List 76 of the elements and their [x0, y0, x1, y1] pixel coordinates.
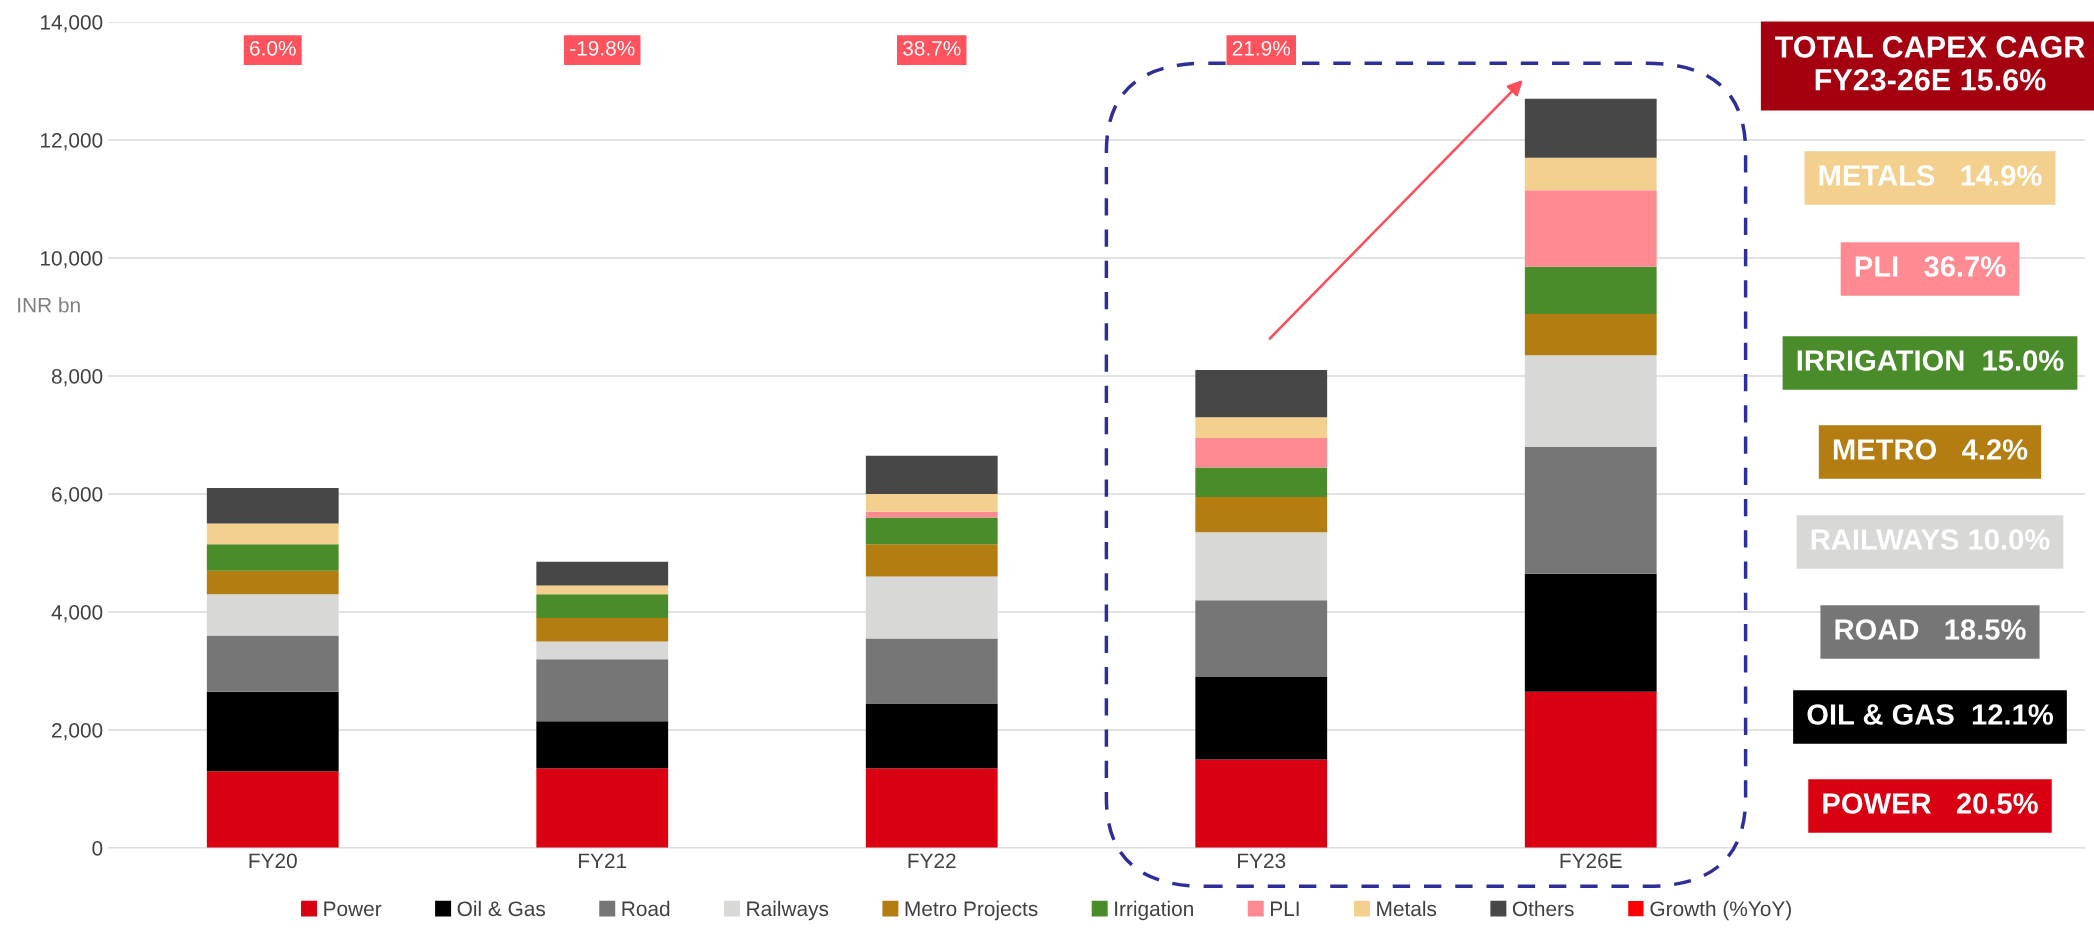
bar [1195, 676, 1328, 760]
bar [865, 455, 998, 494]
bar [1524, 691, 1657, 848]
text: 21.9% [1232, 40, 1291, 56]
text: 38.7% [903, 40, 961, 56]
text: ROAD 18.5% [1835, 619, 2026, 640]
bar [536, 561, 669, 586]
bar [865, 703, 998, 769]
bar [865, 544, 998, 577]
y-axis-title: INR bn [18, 297, 80, 313]
bar [536, 585, 669, 595]
text: PLI 36.7% [1855, 256, 2006, 277]
bar [865, 511, 998, 518]
bar [206, 635, 339, 692]
bar [206, 570, 339, 595]
bar [865, 638, 998, 704]
text: IRRIGATION 15.0% [1797, 350, 2064, 371]
text: TOTAL CAPEX CAGR FY23-26E 15.6% [1774, 36, 2085, 91]
bar [1195, 759, 1328, 848]
bar [865, 494, 998, 512]
y-tick-label: 4,000 [51, 605, 103, 623]
bar [1195, 437, 1328, 468]
legend-label: Metals [1377, 900, 1437, 917]
text: OIL & GAS 12.1% [1807, 704, 2053, 725]
bar [206, 691, 339, 772]
bar [865, 517, 998, 545]
y-tick-label: 12,000 [41, 133, 103, 151]
bar [206, 523, 339, 545]
bar [865, 768, 998, 848]
bar [1524, 446, 1657, 574]
legend-label: Power [324, 901, 382, 917]
legend-label: PLI [1270, 901, 1299, 916]
bar [536, 641, 669, 660]
x-tick-label: FY21 [579, 853, 627, 868]
bar [1195, 417, 1328, 438]
bar [1195, 467, 1328, 497]
bar [1195, 496, 1328, 533]
text: METALS 14.9% [1819, 165, 2042, 186]
text: METRO 4.2% [1833, 439, 2028, 460]
x-tick-label: FY20 [249, 853, 297, 869]
bar [1195, 600, 1328, 677]
legend-label: Irrigation [1115, 900, 1193, 921]
bar [1524, 314, 1657, 356]
bar [1524, 98, 1657, 158]
bar [1524, 157, 1657, 191]
bar [1524, 266, 1657, 315]
legend-label: Oil & Gas [457, 900, 546, 917]
x-tick-label: FY26E [1560, 853, 1622, 869]
legend-label: Road [622, 900, 670, 917]
legend-label: Metro Projects [905, 900, 1038, 921]
text: -19.8% [570, 40, 635, 56]
y-tick-label: 2,000 [52, 723, 103, 741]
y-tick-label: 8,000 [51, 369, 103, 387]
bar [1524, 573, 1657, 692]
bar [536, 768, 669, 848]
bar [206, 771, 339, 848]
legend-label: Railways [747, 900, 829, 921]
bar [206, 488, 339, 524]
text: POWER 20.5% [1823, 793, 2038, 814]
y-tick-label: 6,000 [52, 487, 103, 505]
bar [206, 544, 339, 571]
bar [1195, 370, 1328, 418]
y-tick-label: 0 [92, 841, 103, 856]
bar [1524, 190, 1657, 267]
legend-label: Growth (%YoY) [1650, 900, 1791, 921]
bar [536, 659, 669, 722]
bar [1195, 532, 1328, 601]
legend-label: Others [1512, 900, 1574, 917]
y-tick-label: 10,000 [41, 251, 103, 269]
x-tick-label: FY22 [908, 853, 956, 868]
y-tick-label: 14,000 [41, 15, 103, 33]
bar [536, 594, 669, 618]
bar [536, 617, 669, 642]
x-tick-label: FY23 [1238, 853, 1286, 869]
bar [536, 721, 669, 769]
text: 6.0% [250, 40, 296, 56]
